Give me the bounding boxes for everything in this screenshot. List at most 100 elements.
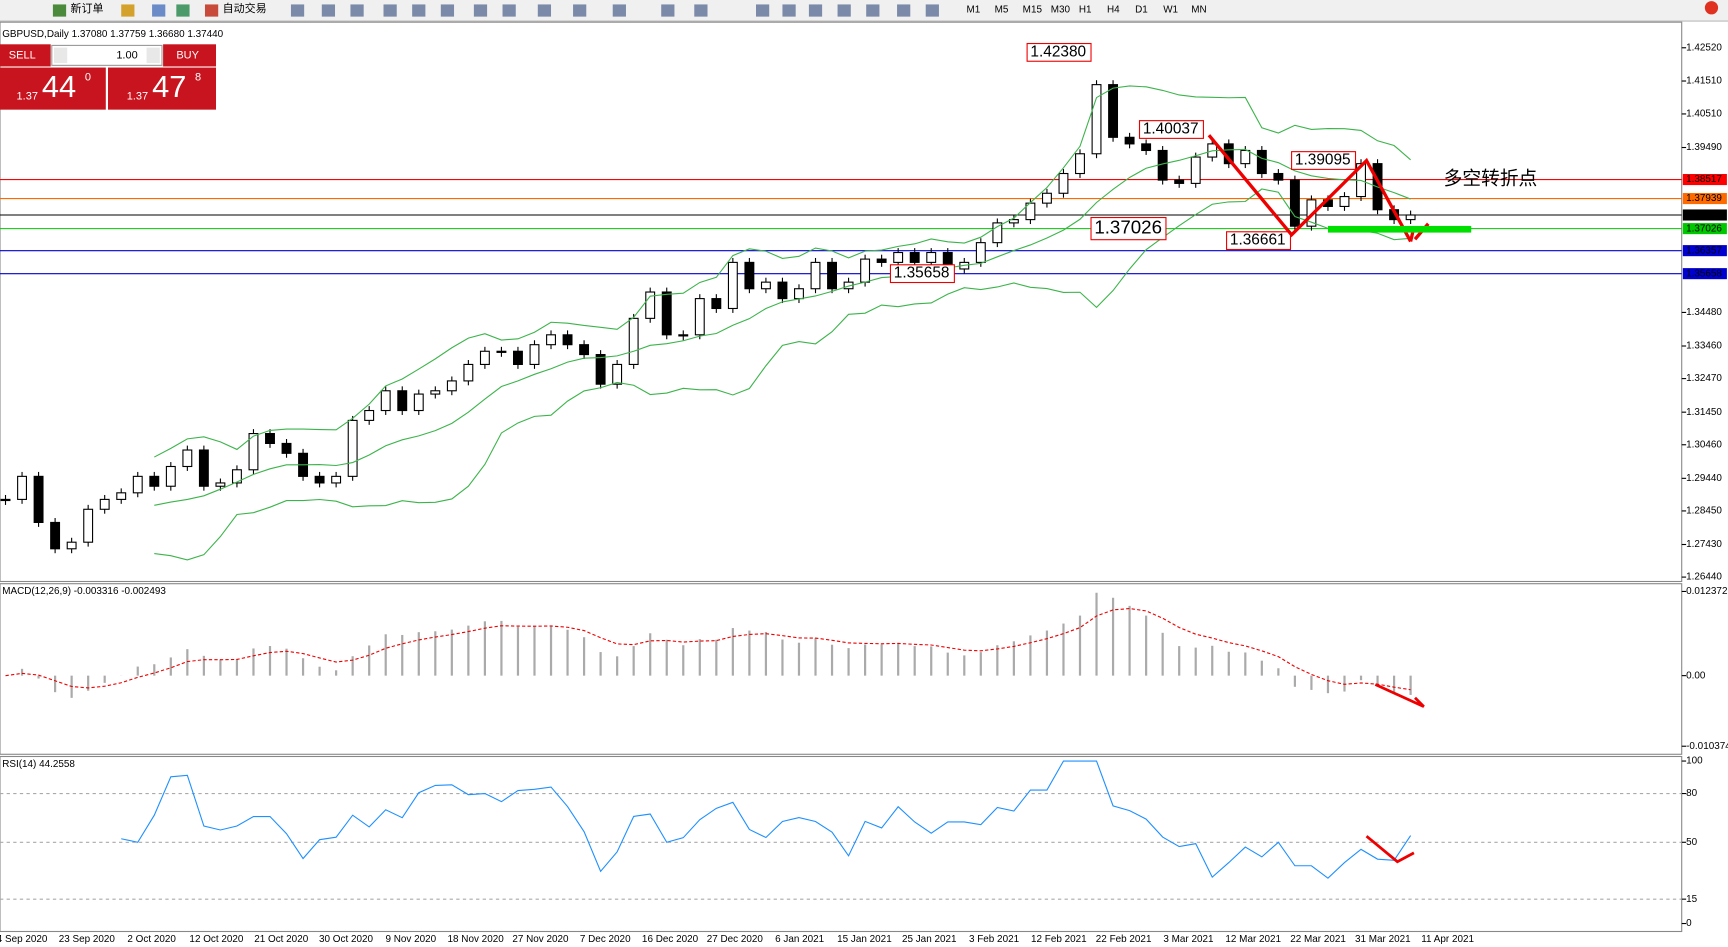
x-tick-label: 7 Dec 2020 — [580, 934, 631, 945]
buy-label[interactable]: BUY — [176, 49, 199, 61]
auto-trading-icon[interactable] — [204, 4, 219, 17]
toolbar-icon[interactable] — [573, 4, 587, 17]
candle — [463, 363, 474, 382]
y-tick-label: 1.29440 — [1686, 473, 1722, 484]
candle — [149, 475, 160, 487]
toolbar-icon[interactable] — [612, 4, 626, 17]
x-tick-label: 9 Nov 2020 — [385, 934, 436, 945]
new-order-icon[interactable] — [52, 4, 67, 17]
lot-input[interactable] — [51, 44, 163, 66]
timeframe-button[interactable]: H4 — [1107, 5, 1120, 16]
toolbar-icon[interactable] — [473, 4, 488, 17]
buy-price-pips[interactable]: 47 — [152, 69, 186, 104]
buy-price-big[interactable]: 1.37 — [127, 90, 148, 102]
x-tick-label: 25 Jan 2021 — [902, 934, 957, 945]
x-tick-label: 2 Oct 2020 — [127, 934, 176, 945]
toolbar-icon[interactable] — [412, 4, 426, 17]
sell-button[interactable] — [0, 44, 51, 67]
x-tick-label: 27 Dec 2020 — [707, 934, 764, 945]
toolbar-icon[interactable] — [383, 4, 397, 17]
timeframe-button[interactable]: M30 — [1051, 5, 1071, 16]
candle — [628, 317, 639, 365]
level-tag — [1682, 193, 1727, 205]
candle — [744, 261, 755, 290]
sell-price-pips[interactable]: 44 — [42, 69, 76, 104]
toolbar-icon[interactable] — [440, 4, 455, 17]
candle — [1141, 143, 1152, 152]
x-tick-label: 12 Feb 2021 — [1031, 934, 1087, 945]
icon[interactable] — [152, 4, 166, 17]
toolbar-icon[interactable] — [661, 4, 675, 17]
candle — [380, 390, 391, 412]
x-tick-label: 4 Sep 2020 — [0, 934, 48, 945]
toolbar-icon[interactable] — [290, 4, 305, 17]
candle — [727, 261, 738, 310]
y-tick-label: 1.41510 — [1686, 76, 1722, 87]
x-tick-label: 11 Apr 2021 — [1421, 934, 1474, 945]
lot-up[interactable] — [146, 47, 160, 64]
x-tick-label: 16 Dec 2020 — [642, 934, 699, 945]
toolbar-icon[interactable] — [837, 4, 851, 17]
rsi-line — [121, 760, 1412, 879]
toolbar-icon[interactable] — [321, 4, 336, 17]
candle — [50, 521, 61, 550]
lot-value[interactable]: 1.00 — [116, 49, 137, 61]
toolbar-icon[interactable] — [808, 4, 823, 17]
candle — [529, 344, 540, 365]
timeframe-button[interactable]: M5 — [995, 5, 1009, 16]
toolbar-icon[interactable] — [756, 4, 770, 17]
candle — [496, 350, 507, 353]
price-annotation: 1.42380 — [1030, 43, 1086, 60]
timeframe-button[interactable]: M1 — [966, 5, 980, 16]
candle — [992, 222, 1003, 244]
candle — [612, 363, 623, 385]
icon[interactable] — [121, 4, 135, 17]
buy-button[interactable] — [163, 44, 216, 67]
icon[interactable] — [176, 4, 190, 17]
sell-price-big[interactable]: 1.37 — [17, 90, 38, 102]
toolbar-icon[interactable] — [537, 4, 552, 17]
y-tick-label: 1.32470 — [1686, 373, 1722, 384]
toolbar-icon[interactable] — [350, 4, 364, 17]
toolbar-icon[interactable] — [782, 4, 796, 17]
candle — [645, 291, 656, 319]
candle — [17, 475, 27, 500]
auto-trading-button[interactable]: 自动交易 — [223, 1, 267, 15]
candle — [364, 409, 375, 421]
timeframe-button[interactable]: MN — [1191, 5, 1206, 16]
timeframe-button[interactable]: H1 — [1079, 5, 1092, 16]
lot-down[interactable] — [54, 47, 68, 64]
sell-price-box[interactable] — [0, 67, 106, 110]
candle — [1273, 172, 1284, 181]
sell-price-frac[interactable]: 0 — [85, 71, 91, 83]
level-tag — [1682, 174, 1727, 186]
y-tick-label: 1.39490 — [1686, 142, 1722, 153]
candle — [248, 433, 259, 471]
price-annotation-box — [1138, 120, 1204, 139]
timeframe-button[interactable]: M15 — [1023, 5, 1043, 16]
y-tick-label: -0.010374 — [1686, 741, 1728, 752]
price-annotation-box — [1226, 231, 1292, 251]
toolbar-icon[interactable] — [694, 4, 708, 17]
y-tick-label: 1.40510 — [1686, 109, 1722, 120]
buy-price-frac[interactable]: 8 — [195, 71, 201, 83]
timeframe-button[interactable]: D1 — [1135, 5, 1148, 16]
new-order-button[interactable]: 新订单 — [71, 1, 104, 15]
candle — [546, 334, 556, 346]
timeframe-button[interactable]: W1 — [1163, 5, 1178, 16]
toolbar-icon[interactable] — [502, 4, 516, 17]
price-annotation: 1.35658 — [894, 265, 950, 282]
candle — [165, 465, 176, 487]
candle — [794, 288, 804, 300]
toolbar-icon[interactable] — [897, 4, 911, 17]
candle — [1289, 179, 1300, 227]
candle — [397, 390, 408, 412]
y-tick-label: 1.30460 — [1686, 439, 1722, 450]
toolbar-icon[interactable] — [925, 4, 939, 17]
toolbar-icon[interactable] — [866, 4, 880, 17]
sell-label[interactable]: SELL — [9, 49, 36, 61]
level-label: 1.38517 — [1686, 174, 1722, 185]
buy-price-box[interactable] — [108, 67, 216, 110]
notification-badge[interactable] — [1704, 1, 1719, 15]
